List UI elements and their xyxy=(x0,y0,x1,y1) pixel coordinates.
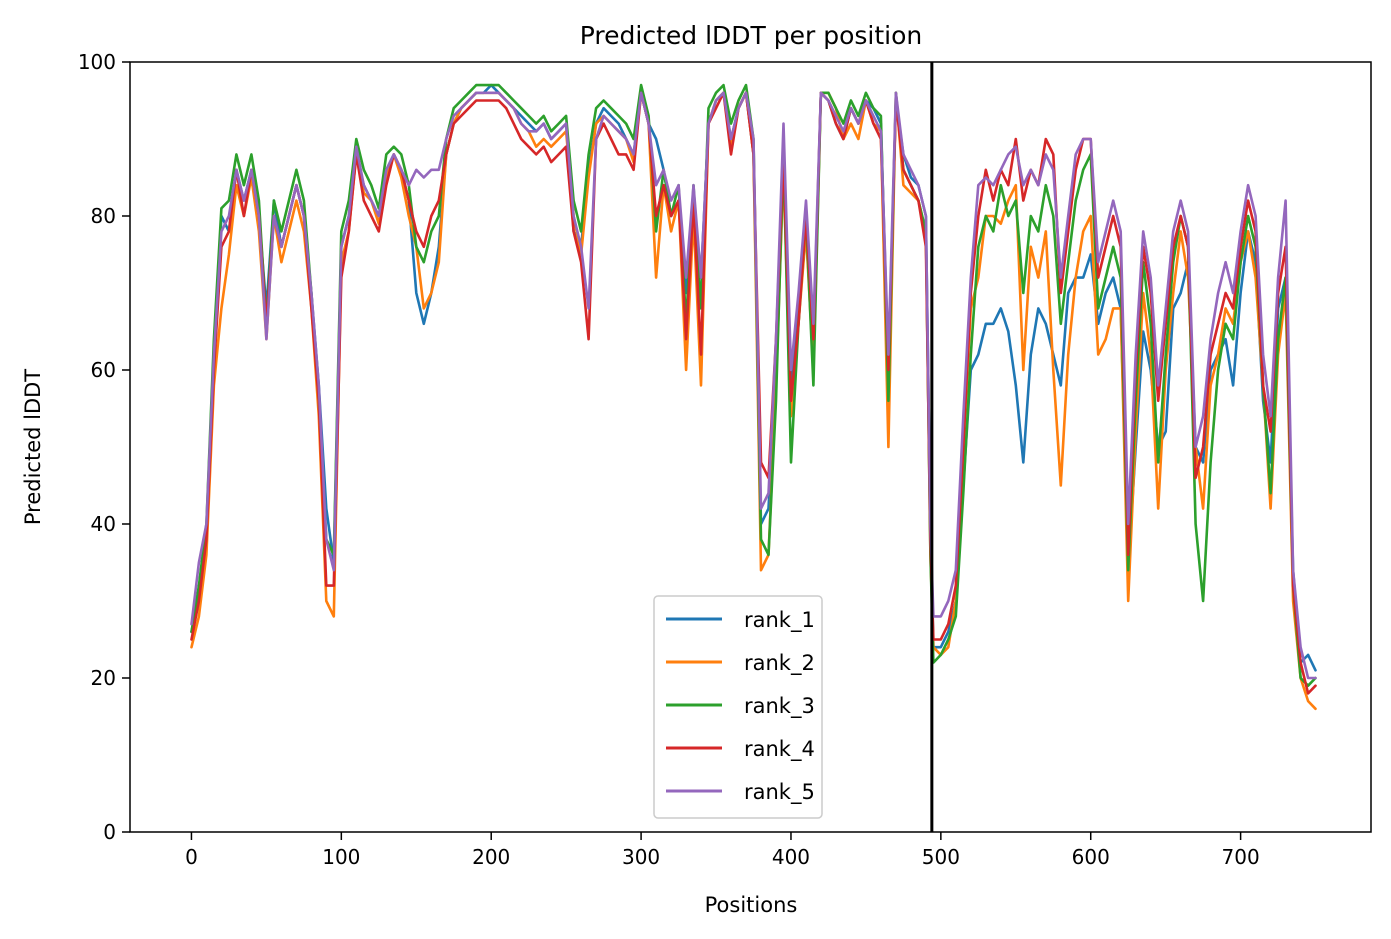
legend-box xyxy=(653,595,823,819)
y-axis: 0 20 40 60 80 100 xyxy=(78,50,130,844)
x-tick-label: 300 xyxy=(622,845,660,869)
y-tick-label: 100 xyxy=(78,50,116,74)
x-tick-label: 600 xyxy=(1072,845,1110,869)
legend-label-rank_4: rank_4 xyxy=(744,737,815,762)
x-tick-label: 100 xyxy=(322,845,360,869)
y-tick-label: 60 xyxy=(91,358,116,382)
y-tick-label: 80 xyxy=(91,204,116,228)
y-axis-label: Predicted lDDT xyxy=(21,369,45,525)
legend-label-rank_1: rank_1 xyxy=(744,608,815,633)
series-layer xyxy=(190,83,1317,711)
legend-label-rank_2: rank_2 xyxy=(744,651,815,676)
series-line-rank_5 xyxy=(190,91,1317,680)
x-axis-label: Positions xyxy=(705,893,798,917)
x-axis: 0 100 200 300 400 500 600 700 xyxy=(185,832,1260,869)
x-tick-label: 500 xyxy=(922,845,960,869)
x-tick-label: 400 xyxy=(772,845,810,869)
x-tick-label: 0 xyxy=(185,845,198,869)
legend: rank_1 rank_2 rank_3 rank_4 rank_5 xyxy=(653,595,823,819)
plot-frame xyxy=(129,61,1372,833)
y-tick-label: 40 xyxy=(91,512,116,536)
legend-label-rank_3: rank_3 xyxy=(744,694,815,719)
legend-label-rank_5: rank_5 xyxy=(744,780,815,805)
x-tick-label: 200 xyxy=(472,845,510,869)
y-tick-label: 0 xyxy=(103,820,116,844)
chart-title: Predicted lDDT per position xyxy=(580,21,922,50)
x-tick-label: 700 xyxy=(1222,845,1260,869)
y-tick-label: 20 xyxy=(91,666,116,690)
